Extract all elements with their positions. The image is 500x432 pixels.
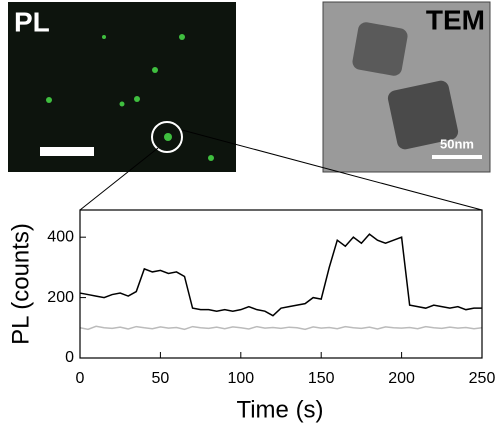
tem-particle bbox=[387, 80, 459, 150]
data-line bbox=[79, 233, 482, 317]
x-tick-label: 50 bbox=[152, 370, 170, 387]
x-tick-label: 200 bbox=[388, 370, 415, 387]
tem-label: TEM bbox=[426, 4, 485, 35]
y-axis-title: PL (counts) bbox=[7, 223, 34, 345]
x-axis-title: Time (s) bbox=[236, 396, 323, 423]
highlight-circle bbox=[151, 121, 183, 153]
y-tick-label: 400 bbox=[47, 228, 74, 245]
pl-dots bbox=[46, 34, 214, 161]
tem-particle bbox=[352, 22, 408, 76]
scale-bar bbox=[432, 155, 482, 159]
plot: 0 50 100 150 200 250 0 200 400 bbox=[47, 228, 495, 387]
scale-bar bbox=[40, 147, 94, 156]
x-tick-label: 150 bbox=[308, 370, 335, 387]
y-tick-label: 0 bbox=[65, 349, 74, 366]
zoom-line bbox=[181, 129, 483, 211]
zoom-line bbox=[79, 147, 159, 211]
data-line bbox=[79, 325, 483, 331]
y-tick-label: 200 bbox=[47, 289, 74, 306]
pl-label: PL bbox=[14, 6, 50, 37]
pl-image bbox=[8, 2, 236, 172]
plot-frame bbox=[79, 209, 483, 359]
x-tick-label: 0 bbox=[76, 370, 85, 387]
x-tick-label: 100 bbox=[227, 370, 254, 387]
x-tick-label: 250 bbox=[469, 370, 496, 387]
scale-label: 50nm bbox=[440, 136, 474, 151]
